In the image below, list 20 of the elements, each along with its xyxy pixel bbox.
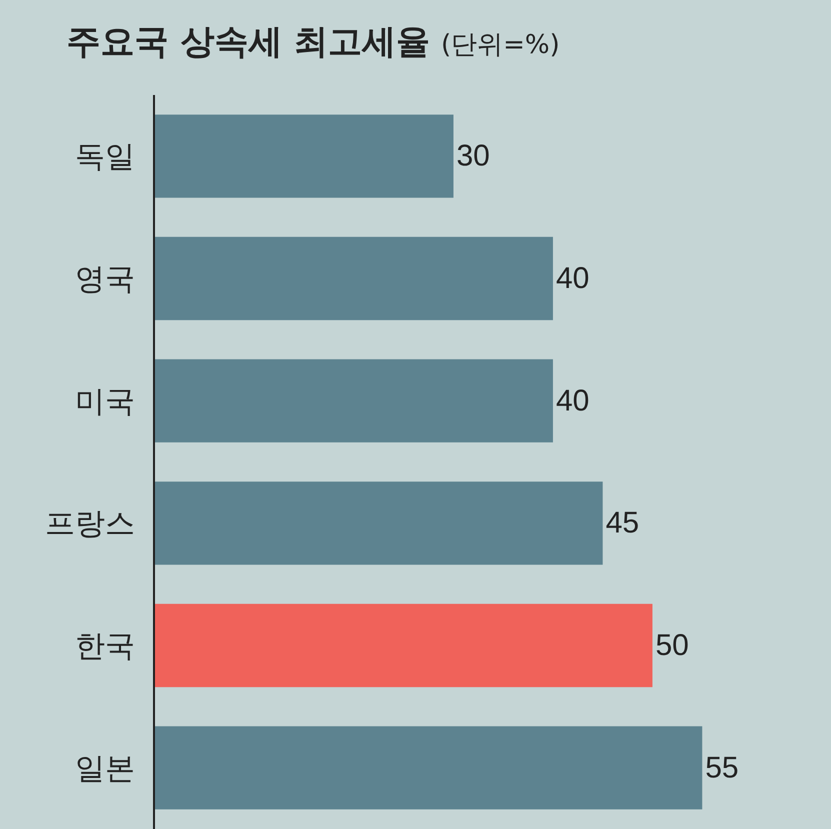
y-tick-label: 영국 [75, 262, 135, 297]
y-tick-label: 일본 [75, 751, 135, 786]
y-tick-label: 독일 [75, 140, 135, 175]
chart-title: 주요국 상속세 최고세율 [66, 22, 430, 62]
data-label: 40 [556, 384, 590, 418]
data-label: 55 [705, 751, 739, 784]
y-tick-label: 미국 [75, 384, 135, 420]
y-tick-label: 한국 [75, 629, 135, 664]
bar [155, 236, 553, 320]
bar [155, 726, 702, 810]
y-tick-label: 프랑스 [45, 506, 135, 542]
bar [155, 359, 553, 442]
data-label: 45 [606, 506, 640, 540]
bar [155, 114, 454, 198]
data-label: 30 [456, 140, 490, 173]
data-label: 40 [556, 262, 590, 295]
bar [155, 604, 652, 688]
chart-subtitle: (단위=%) [440, 30, 560, 60]
bar [155, 482, 603, 565]
data-label: 50 [655, 629, 689, 662]
